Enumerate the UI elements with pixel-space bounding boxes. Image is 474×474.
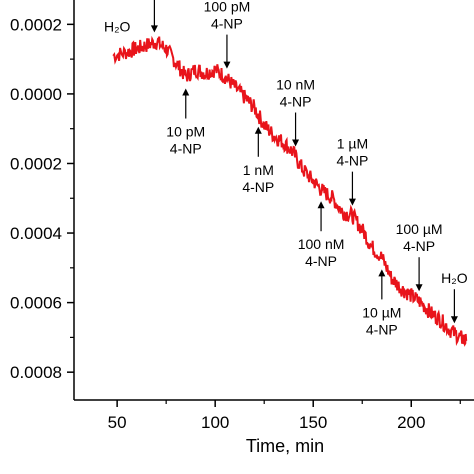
annotation: 1 µM4-NP xyxy=(336,136,368,206)
annotation: 100 pM4-NP xyxy=(204,0,251,69)
annotation: 1 nM4-NP xyxy=(242,126,274,195)
x-axis-title: Time, min xyxy=(246,436,324,456)
y-tick-label: 0.0008 xyxy=(10,363,62,382)
x-tick-label: 200 xyxy=(397,413,425,432)
annotation-label: 100 pM xyxy=(204,0,251,15)
y-axis: 0.0002 0.0000 0.0002 0.0004 0.0006 0.0008 xyxy=(10,15,74,382)
annotation-label: 4-NP xyxy=(170,141,202,157)
annotation-label: 1 µM xyxy=(337,136,368,152)
annotation-label: 4-NP xyxy=(336,153,368,169)
annotation-label: 4-NP xyxy=(280,94,312,110)
annotation: 10 µM4-NP xyxy=(362,269,401,337)
annotation: H₂O xyxy=(104,19,131,35)
annotation-label: H₂O xyxy=(104,19,131,35)
annotation-arrowhead xyxy=(254,126,262,134)
y-tick-label: 0.0004 xyxy=(10,224,62,243)
annotation: 1 pM4-NP xyxy=(150,0,158,33)
annotation-label: 10 nM xyxy=(276,77,315,93)
annotation: 10 pM4-NP xyxy=(166,88,205,157)
annotation-label: 4-NP xyxy=(403,238,435,254)
annotation-label: 4-NP xyxy=(211,16,243,32)
plot-frame xyxy=(73,0,474,401)
annotation-arrowhead xyxy=(415,284,423,292)
annotation-arrowhead xyxy=(223,61,231,69)
annotation: 100 nM4-NP xyxy=(298,201,345,269)
annotation-label: H₂O xyxy=(441,270,468,286)
annotation-label: 4-NP xyxy=(242,179,274,195)
annotation-label: 100 nM xyxy=(298,236,345,252)
y-tick-label: 0.0000 xyxy=(10,85,62,104)
annotation-arrowhead xyxy=(182,88,190,96)
annotation-arrowhead xyxy=(450,316,458,324)
annotation-arrowhead xyxy=(378,269,386,277)
annotation-label: 10 µM xyxy=(362,304,401,320)
annotation-label: 100 µM xyxy=(396,221,443,237)
y-tick-label: 0.0002 xyxy=(10,15,62,34)
annotation-label: 4-NP xyxy=(305,253,337,269)
series-line xyxy=(112,35,468,347)
x-tick-label: 50 xyxy=(108,413,127,432)
annotation-arrowhead xyxy=(292,139,300,147)
annotation: H₂O xyxy=(441,270,468,324)
x-axis: 50 100 150 200 xyxy=(108,400,461,432)
y-tick-label: 0.0006 xyxy=(10,294,62,313)
annotation-label: 1 nM xyxy=(243,162,274,178)
annotation-label: 10 pM xyxy=(166,124,205,140)
y-tick-label: 0.0002 xyxy=(10,154,62,173)
annotation: 100 µM4-NP xyxy=(396,221,443,292)
annotation-arrowhead xyxy=(150,25,158,33)
annotation: 10 nM4-NP xyxy=(276,77,315,147)
annotation-label: 4-NP xyxy=(366,321,398,337)
x-tick-label: 100 xyxy=(201,413,229,432)
annotation-arrowhead xyxy=(348,198,356,206)
x-tick-label: 150 xyxy=(299,413,327,432)
annotation-arrowhead xyxy=(317,201,325,209)
